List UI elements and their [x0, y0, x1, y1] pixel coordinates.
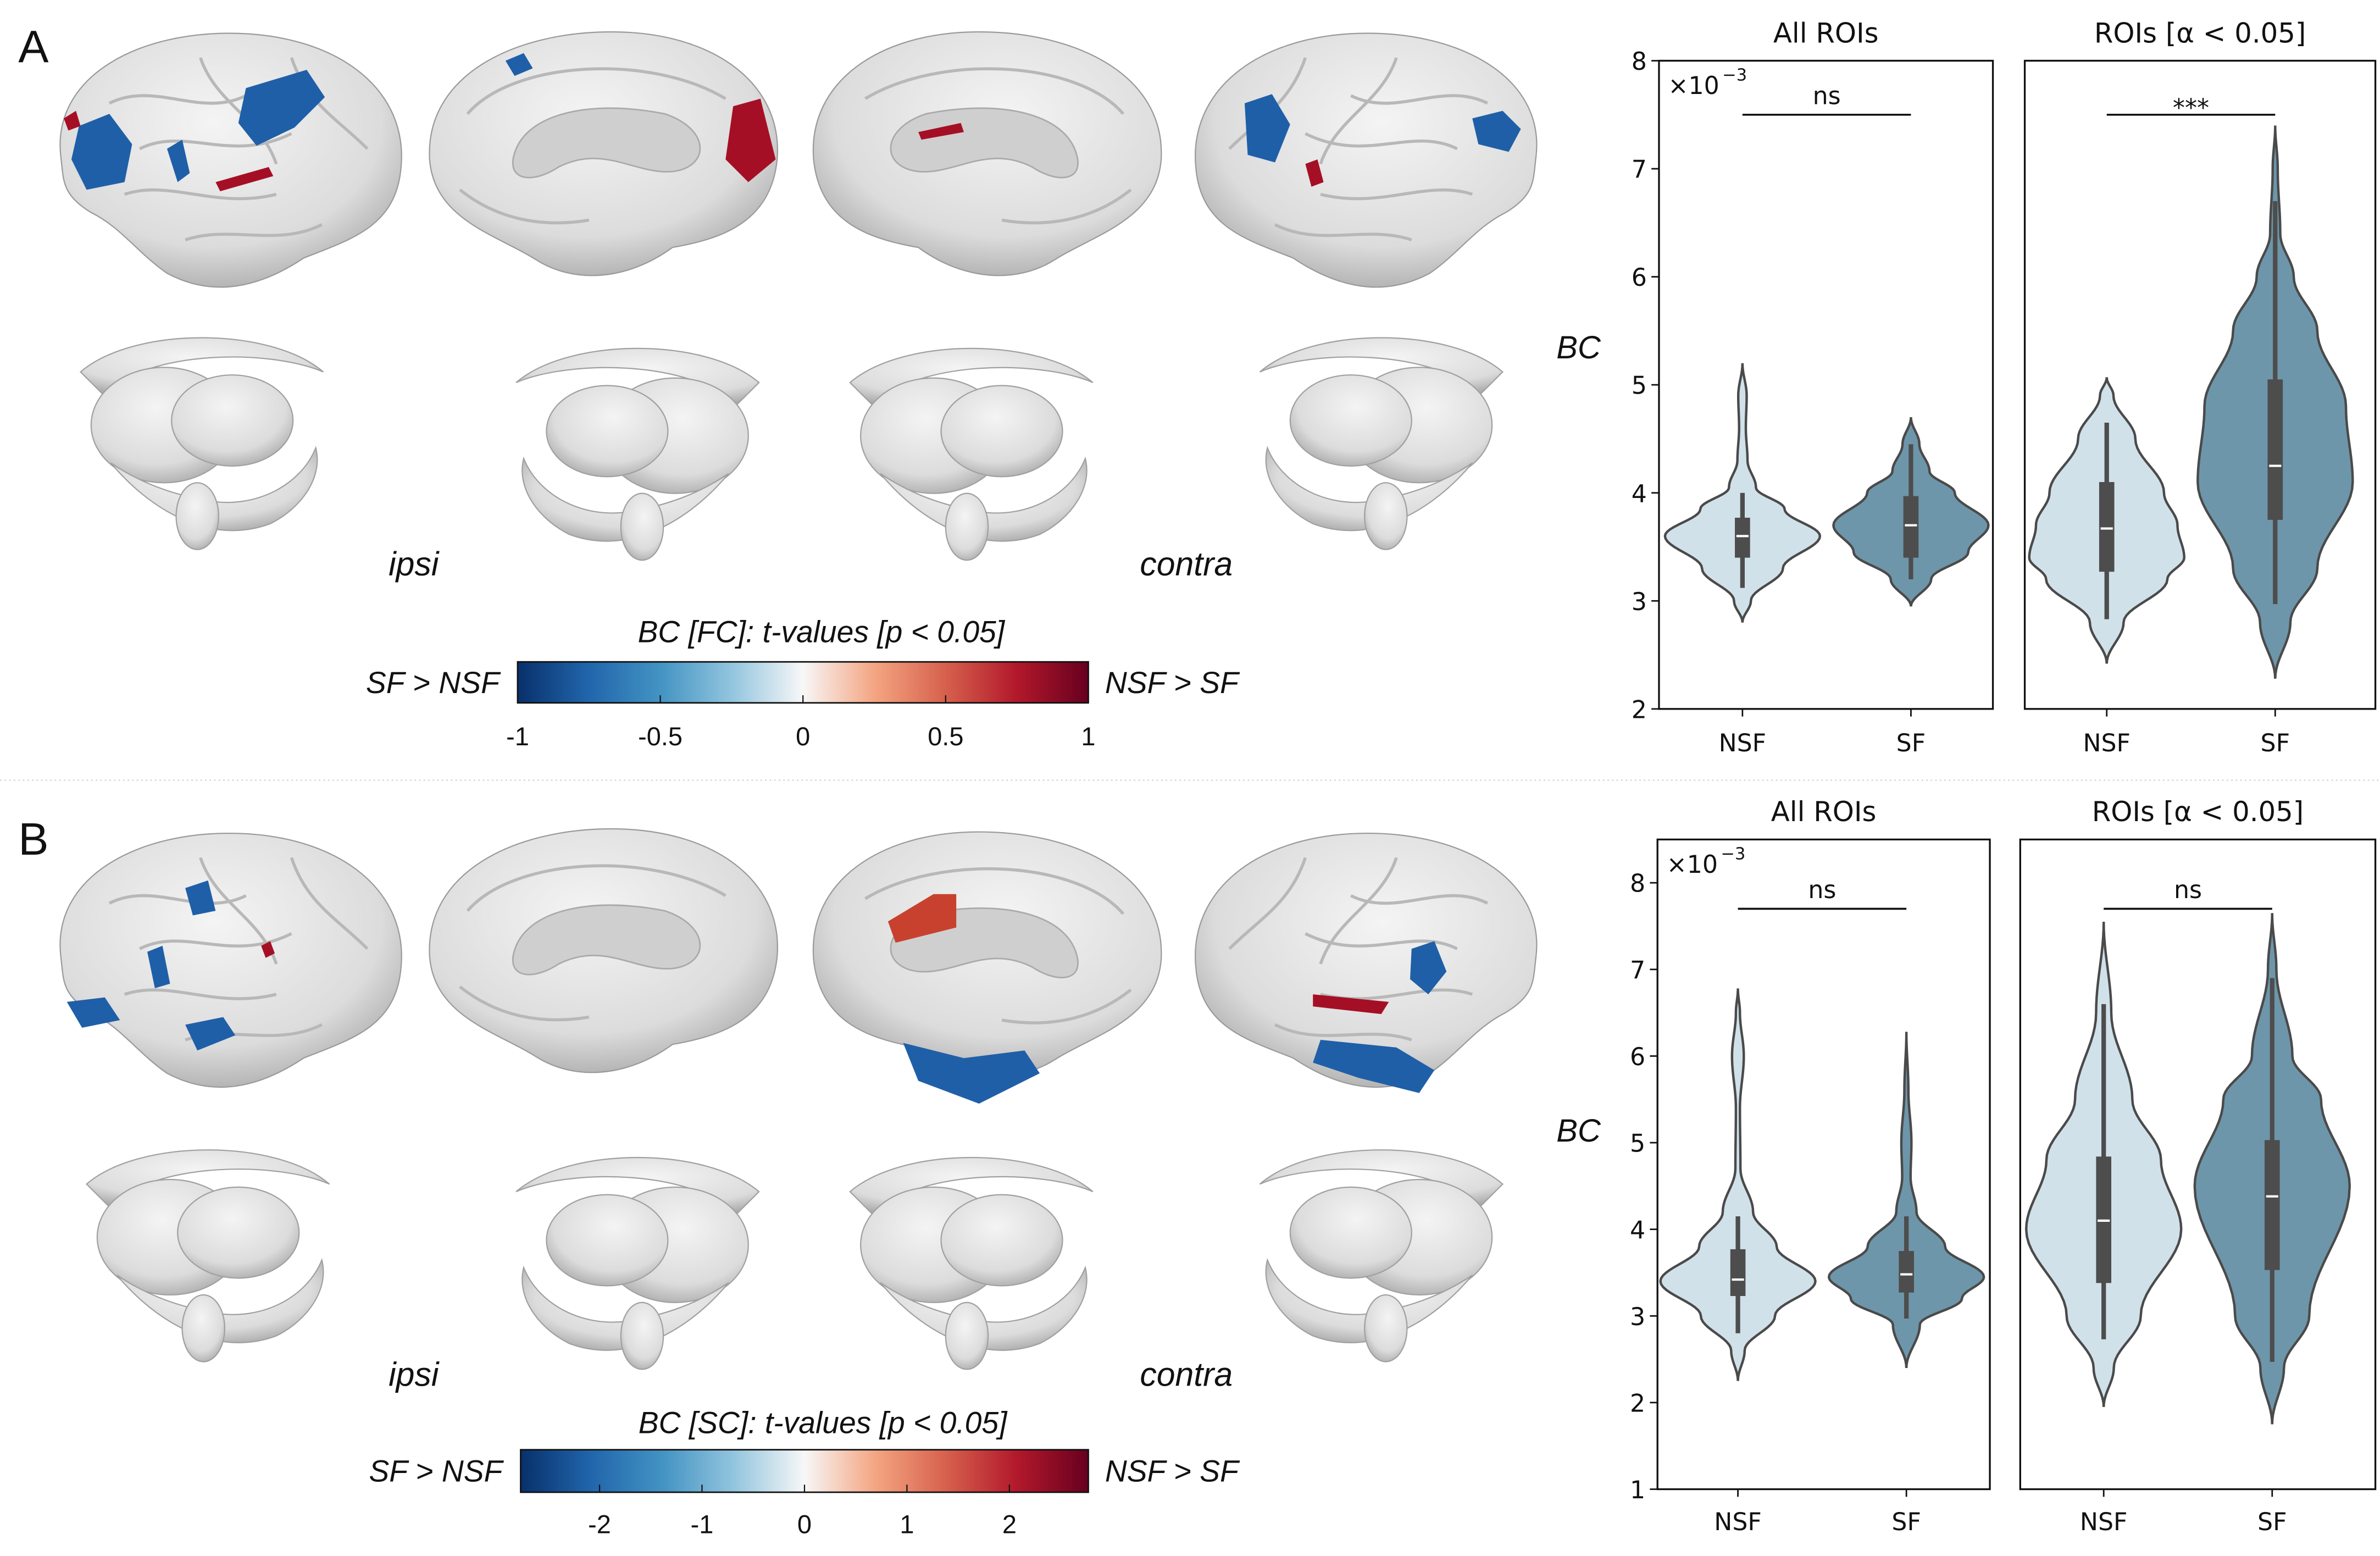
colorbar: BC [SC]: t-values [p < 0.05] SF > NSF NSF … — [369, 1405, 1240, 1538]
y-axis-label: BC — [1556, 330, 1601, 366]
brain-render-cortex-contra-medial — [813, 32, 1161, 275]
y-tick-label: 3 — [1630, 1303, 1645, 1331]
y-tick-label: 4 — [1632, 480, 1647, 508]
violin-chart-1: ROIs [α < 0.05] NSF SF *** — [2023, 17, 2377, 757]
x-tick-label: NSF — [2080, 1508, 2128, 1536]
brain-render-cortex-ipsi-lateral — [60, 34, 401, 287]
brain-render-subcortex-1 — [86, 1149, 330, 1363]
axes-frame — [2023, 59, 2377, 710]
y-axis-multiplier: ×10 — [1668, 72, 1719, 100]
axes-frame — [1656, 838, 1991, 1491]
iqr-box — [1899, 1251, 1914, 1293]
y-tick-label: 2 — [1630, 1389, 1645, 1417]
colorbar-tick-label: -1 — [506, 722, 529, 751]
brain-render-cortex-contra-medial — [813, 832, 1161, 1104]
y-tick-label: 5 — [1630, 1130, 1645, 1158]
colorbar-tick-label: 0 — [796, 722, 810, 751]
x-tick-label: NSF — [2083, 729, 2131, 757]
y-axis-label: BC — [1556, 1113, 1601, 1149]
y-axis-multiplier: ×10 — [1667, 851, 1718, 879]
y-tick-label: 5 — [1632, 372, 1647, 400]
colorbar-tick-label: 0.5 — [928, 722, 963, 751]
violin-chart-2: All ROIs BC 1 2 3 4 5 6 7 8 ×10 −3 NSF SF ns — [1556, 796, 1991, 1536]
x-tick-label: NSF — [1719, 729, 1767, 757]
iqr-box — [2264, 1140, 2280, 1270]
colorbar-tick-label: 1 — [900, 1510, 914, 1539]
y-axis-multiplier-exponent: −3 — [1722, 65, 1747, 85]
chart-title: ROIs [α < 0.05] — [2094, 17, 2306, 49]
brain-render-cortex-contra-lateral — [1195, 34, 1536, 287]
colorbar-tick-label: -0.5 — [638, 722, 683, 751]
ipsi-label: ipsi — [389, 545, 440, 583]
violin-chart-3: ROIs [α < 0.05] NSF SF ns — [2019, 796, 2377, 1536]
colorbar-tick-label: 1 — [1081, 722, 1095, 751]
significance-label: ns — [2174, 876, 2202, 904]
y-tick-label: 4 — [1630, 1216, 1645, 1244]
colorbar-title: BC [FC]: t-values [p < 0.05] — [638, 614, 1006, 649]
significance-label: ns — [1813, 82, 1841, 110]
significance-label: ns — [1808, 876, 1836, 904]
panel-label: B — [18, 813, 48, 865]
y-tick-label: 7 — [1632, 156, 1647, 184]
chart-title: All ROIs — [1771, 796, 1877, 828]
y-axis-multiplier-exponent: −3 — [1721, 844, 1746, 863]
panel-b: B ipsi contra BC [SC]: t-values [p < 0.0… — [18, 813, 1536, 1539]
violin-chart-0: All ROIs BC 2 3 4 5 6 7 8 ×10 −3 NSF SF ns — [1556, 17, 1994, 757]
y-tick-label: 3 — [1632, 588, 1647, 616]
brain-render-subcortex-2 — [515, 347, 760, 561]
ipsi-label: ipsi — [389, 1356, 440, 1393]
x-tick-label: SF — [2261, 729, 2290, 757]
colorbar-tick-label: 2 — [1002, 1510, 1017, 1539]
brain-render-subcortex-2 — [515, 1156, 760, 1370]
violin-nsf — [1659, 988, 1817, 1381]
contra-label: contra — [1140, 1356, 1233, 1393]
y-tick-label: 7 — [1630, 956, 1645, 984]
iqr-box — [1730, 1249, 1746, 1296]
colorbar-right-label: NSF > SF — [1105, 1454, 1240, 1488]
x-tick-label: SF — [1891, 1508, 1921, 1536]
iqr-box — [1735, 517, 1750, 558]
significance-label: *** — [2173, 95, 2209, 123]
x-tick-label: SF — [1896, 729, 1926, 757]
colorbar-left-label: SF > NSF — [366, 666, 501, 700]
y-tick-label: 6 — [1632, 264, 1647, 292]
brain-render-cortex-ipsi-medial — [429, 829, 777, 1072]
brain-render-cortex-ipsi-medial — [429, 32, 777, 275]
panel-a: A ipsi contra BC [FC]: — [18, 21, 1536, 751]
y-tick-label: 8 — [1630, 870, 1645, 898]
brain-render-cortex-contra-lateral — [1195, 833, 1536, 1093]
iqr-box — [1903, 496, 1919, 558]
panel-label: A — [18, 21, 49, 72]
axes-frame — [1658, 59, 1994, 710]
iqr-box — [2099, 482, 2115, 572]
contra-label: contra — [1140, 545, 1233, 583]
chart-title: ROIs [α < 0.05] — [2092, 796, 2304, 828]
colorbar-title: BC [SC]: t-values [p < 0.05] — [639, 1405, 1008, 1439]
x-tick-label: NSF — [1714, 1508, 1762, 1536]
axes-frame — [2019, 838, 2377, 1491]
colorbar-tick-label: -1 — [691, 1510, 714, 1539]
violin-sf — [1827, 1032, 1985, 1368]
brain-render-subcortex-4 — [1259, 1149, 1504, 1363]
colorbar-tick-label: -2 — [588, 1510, 611, 1539]
chart-title: All ROIs — [1773, 17, 1879, 49]
brain-render-subcortex-3 — [849, 1156, 1094, 1370]
y-tick-label: 6 — [1630, 1043, 1645, 1071]
y-tick-label: 8 — [1632, 48, 1647, 76]
brain-render-subcortex-4 — [1259, 337, 1504, 550]
brain-render-subcortex-1 — [80, 337, 324, 550]
colorbar-left-label: SF > NSF — [369, 1454, 504, 1488]
iqr-box — [2267, 379, 2283, 520]
colorbar-right-label: NSF > SF — [1105, 666, 1240, 700]
brain-render-cortex-ipsi-lateral — [60, 833, 401, 1087]
y-tick-label: 2 — [1632, 696, 1647, 724]
colorbar: BC [FC]: t-values [p < 0.05] SF > NSF NSF … — [366, 614, 1240, 751]
colorbar-tick-label: 0 — [797, 1510, 812, 1539]
y-tick-label: 1 — [1630, 1476, 1645, 1504]
x-tick-label: SF — [2257, 1508, 2287, 1536]
brain-render-subcortex-3 — [849, 347, 1094, 561]
